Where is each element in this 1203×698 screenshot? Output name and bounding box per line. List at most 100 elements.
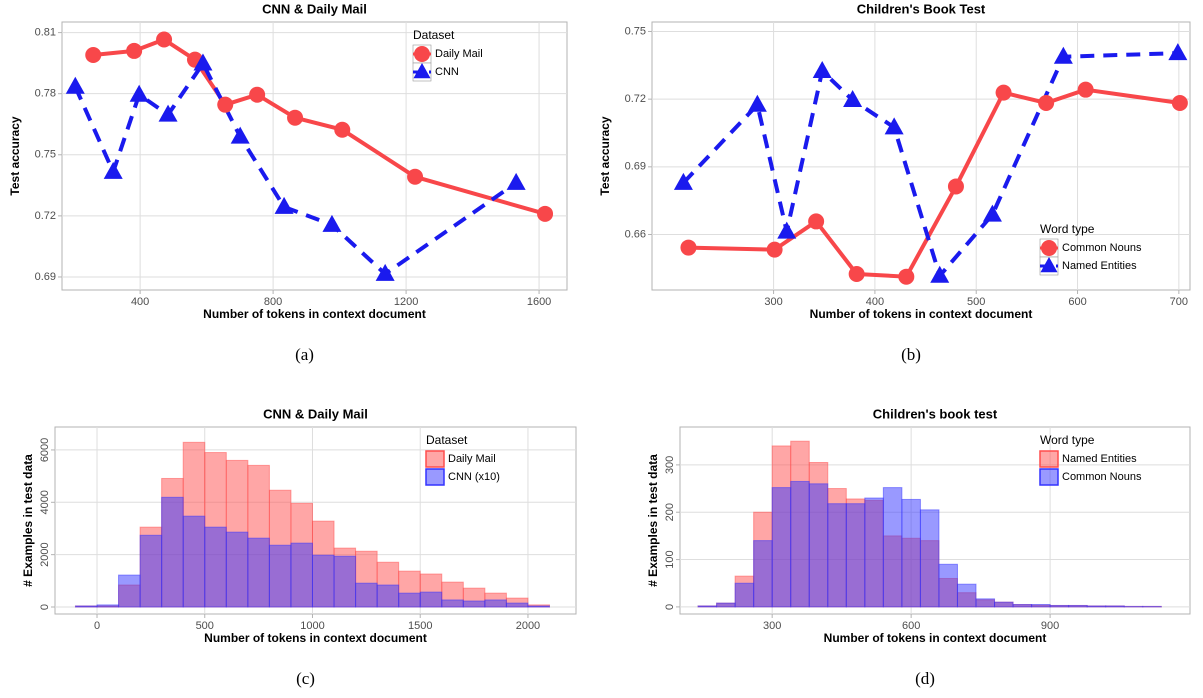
legend-key-marker	[1041, 240, 1057, 256]
bar	[139, 534, 163, 608]
x-axis-label: Number of tokens in context document	[810, 307, 1033, 321]
y-axis-label: Test accuracy	[598, 116, 612, 195]
bar	[441, 599, 464, 608]
x-tick-label: 300	[763, 620, 781, 632]
marker	[898, 268, 915, 285]
y-tick-label: 0.81	[35, 26, 56, 38]
caption: (c)	[296, 669, 315, 688]
bar	[247, 537, 270, 608]
legend-label: Common Nouns	[1062, 471, 1142, 483]
chart-title: CNN & Daily Mail	[262, 1, 367, 16]
x-axis-label: Number of tokens in context document	[204, 631, 427, 645]
bar	[1068, 604, 1088, 608]
bar	[96, 604, 120, 608]
marker	[287, 109, 304, 126]
chart-title: CNN & Daily Mail	[263, 406, 368, 421]
marker	[334, 121, 351, 138]
bar	[697, 605, 718, 608]
bar	[1031, 604, 1051, 608]
bar	[790, 480, 810, 608]
plot-area	[697, 440, 1162, 608]
caption: (a)	[295, 345, 314, 364]
legend-key	[425, 450, 445, 468]
marker	[506, 172, 526, 190]
marker	[843, 90, 863, 108]
bar	[1086, 605, 1107, 608]
legend-key-marker	[1040, 257, 1058, 273]
legend: Word type Common Nouns Named Entities	[1039, 222, 1142, 276]
legend-key	[1039, 450, 1059, 468]
marker	[126, 42, 143, 59]
bar	[225, 531, 249, 608]
marker	[375, 263, 395, 281]
plot-background	[651, 21, 1191, 291]
marker	[947, 178, 964, 195]
legend-key	[1039, 468, 1059, 486]
legend-key-marker	[414, 46, 430, 62]
caption: (d)	[915, 669, 935, 688]
y-tick-label: 0	[664, 604, 676, 610]
bar	[956, 583, 977, 608]
bar	[753, 540, 773, 608]
x-tick-label: 800	[264, 296, 282, 308]
x-tick-label: 1200	[394, 296, 418, 308]
bar	[716, 602, 736, 608]
legend-label: Daily Mail	[448, 453, 496, 465]
bar	[311, 554, 335, 608]
legend-label: Daily Mail	[435, 48, 483, 60]
bar	[864, 497, 884, 608]
y-tick-label: 0.75	[625, 25, 646, 37]
x-tick-label: 0	[94, 620, 100, 632]
bar	[734, 582, 755, 608]
marker	[274, 196, 294, 214]
legend-label: CNN	[435, 66, 459, 78]
bar	[161, 496, 184, 608]
bar	[419, 591, 443, 608]
marker	[103, 161, 123, 179]
marker	[537, 205, 554, 222]
marker	[930, 265, 950, 283]
y-tick-label: 0.69	[625, 161, 646, 173]
caption: (b)	[901, 345, 921, 364]
panel: 0 2000 4000 6000 0 500 1000 1500 2000 CNN & Daily…	[21, 406, 577, 688]
bar	[204, 526, 227, 608]
legend-key-marker	[413, 63, 431, 79]
y-tick-label: 0.66	[625, 228, 646, 240]
x-tick-label: 700	[1170, 296, 1188, 308]
x-tick-label: 2000	[516, 620, 540, 632]
marker	[982, 204, 1002, 222]
y-tick-label: 100	[664, 550, 676, 568]
panel: 0.69 0.72 0.75 0.78 0.81 400 800 1200 1600 CNN & …	[8, 1, 568, 364]
bar	[333, 555, 357, 608]
bar	[882, 487, 903, 608]
x-tick-label: 1000	[300, 620, 324, 632]
bar	[901, 498, 921, 608]
bar	[74, 605, 98, 608]
x-tick-label: 500	[196, 620, 214, 632]
legend-label: Named Entities	[1062, 260, 1137, 272]
marker	[1168, 43, 1188, 61]
marker	[156, 31, 173, 48]
bar	[975, 598, 996, 608]
legend-title: Word type	[1040, 433, 1095, 447]
y-axis-label: Test accuracy	[8, 116, 22, 195]
marker	[812, 60, 832, 78]
bar	[398, 592, 421, 608]
bar	[268, 544, 292, 608]
marker	[848, 265, 865, 282]
series-line	[681, 51, 1178, 278]
bar	[1105, 605, 1125, 608]
x-tick-label: 400	[131, 296, 149, 308]
legend: Dataset Daily Mail CNN (x10)	[425, 433, 500, 486]
y-tick-label: 200	[664, 503, 676, 521]
plot-background	[61, 21, 568, 291]
bar	[527, 605, 550, 608]
panel: 0.66 0.69 0.72 0.75 300 400 500 600 700 Children'…	[598, 1, 1191, 364]
series-line	[93, 37, 546, 216]
marker	[766, 241, 783, 258]
marker	[995, 84, 1012, 101]
bar	[1049, 604, 1070, 608]
bar	[355, 582, 378, 608]
marker	[884, 117, 904, 135]
